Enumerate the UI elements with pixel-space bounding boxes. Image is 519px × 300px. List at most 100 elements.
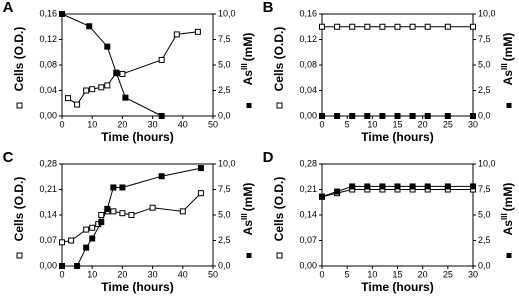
y-axis-label: Cells (O.D.) — [272, 177, 286, 242]
y-label-symbol — [16, 252, 23, 259]
x-tick-label: 0 — [319, 119, 324, 129]
data-point — [409, 23, 416, 30]
panel-label: B — [263, 0, 274, 16]
data-point — [158, 113, 165, 119]
x-tick-label: 15 — [392, 269, 402, 279]
data-point — [83, 87, 90, 94]
data-point — [119, 184, 126, 191]
x-tick-label: 50 — [208, 119, 218, 129]
x-tick-label: 30 — [468, 269, 478, 279]
x-tick-label: 5 — [345, 119, 350, 129]
y-tick-label: 0,28 — [39, 158, 57, 168]
x-axis-label: Time (hours) — [361, 280, 433, 294]
y2-label-unit: (mM) — [501, 33, 515, 62]
x-tick-label: 20 — [117, 269, 127, 279]
data-point — [104, 82, 111, 89]
y2-axis-label: AsIII(mM) — [500, 183, 515, 236]
y-tick-label: 0,28 — [299, 158, 317, 168]
data-point — [334, 113, 341, 119]
y-label-symbol — [16, 102, 23, 109]
y2-label-main: As — [501, 70, 515, 86]
data-point — [83, 244, 90, 251]
y2-tick-label: 7,5 — [218, 184, 231, 194]
data-point — [89, 86, 96, 93]
data-point — [409, 113, 416, 119]
data-point — [379, 23, 386, 30]
series-line — [61, 13, 162, 117]
x-tick-label: 15 — [392, 119, 402, 129]
data-point — [470, 23, 476, 30]
y2-tick-label: 7,5 — [218, 34, 231, 44]
data-point — [86, 23, 93, 30]
panel-label: A — [3, 0, 14, 16]
data-point — [128, 212, 135, 218]
y2-tick-label: 10,0 — [478, 8, 496, 18]
data-point — [179, 208, 186, 215]
data-point — [379, 183, 386, 190]
data-point — [470, 183, 476, 190]
y2-tick-label: 7,5 — [478, 184, 491, 194]
y-label-symbol — [276, 102, 283, 109]
x-tick-label: 0 — [59, 119, 64, 129]
data-point — [74, 263, 81, 269]
y2-tick-label: 10,0 — [218, 158, 236, 168]
data-point — [364, 23, 371, 30]
x-tick-label: 40 — [178, 269, 188, 279]
x-axis-label: Time (hours) — [361, 130, 433, 144]
y-tick-label: 0,12 — [39, 34, 57, 44]
x-tick-label: 0 — [59, 269, 64, 279]
y-tick-label: 0,07 — [39, 235, 57, 245]
y2-tick-label: 0,0 — [218, 110, 231, 120]
y2-label-main: As — [241, 70, 255, 86]
data-point — [319, 113, 325, 119]
data-point — [394, 23, 401, 30]
x-tick-label: 25 — [443, 269, 453, 279]
data-point — [83, 226, 90, 233]
data-point — [319, 193, 325, 200]
data-point — [119, 70, 126, 77]
data-point — [197, 190, 204, 197]
y-axis-label: Cells (O.D.) — [272, 27, 286, 92]
y2-label-sup: III — [500, 213, 509, 220]
x-tick-label: 5 — [345, 269, 350, 279]
data-point — [424, 113, 431, 119]
plot-frame — [61, 13, 214, 117]
data-point — [59, 239, 65, 246]
y2-label-main: As — [501, 220, 515, 236]
x-tick-label: 20 — [418, 119, 428, 129]
y-tick-label: 0,12 — [299, 34, 317, 44]
x-tick-label: 50 — [208, 269, 218, 279]
y-tick-label: 0,08 — [299, 59, 317, 69]
y2-tick-label: 10,0 — [218, 8, 236, 18]
plot-frame — [321, 163, 474, 267]
y-tick-label: 0,00 — [39, 110, 57, 120]
y2-axis-label: AsIII(mM) — [240, 183, 255, 236]
y2-label-sup: III — [500, 63, 509, 70]
data-point — [197, 165, 204, 172]
y-axis-label: Cells (O.D.) — [12, 27, 26, 92]
y2-tick-label: 0,0 — [478, 110, 491, 120]
data-point — [444, 113, 451, 119]
data-point — [394, 183, 401, 190]
data-point — [424, 183, 431, 190]
data-point — [158, 173, 165, 180]
y-tick-label: 0,21 — [39, 184, 57, 194]
y2-label-sup: III — [240, 213, 249, 220]
data-point — [74, 101, 81, 108]
y-axis-label: Cells (O.D.) — [12, 177, 26, 242]
y2-tick-label: 10,0 — [478, 158, 496, 168]
data-point — [149, 204, 156, 211]
y2-tick-label: 2,5 — [478, 235, 491, 245]
x-tick-label: 0 — [319, 269, 324, 279]
y2-label-unit: (mM) — [501, 183, 515, 212]
y2-tick-label: 2,5 — [218, 235, 231, 245]
y2-tick-label: 2,5 — [218, 85, 231, 95]
data-point — [364, 183, 371, 190]
series-line — [62, 167, 202, 267]
data-point — [104, 205, 111, 212]
y2-tick-label: 0,0 — [218, 260, 231, 270]
y-tick-label: 0,14 — [299, 209, 317, 219]
panel-label: C — [3, 149, 14, 166]
